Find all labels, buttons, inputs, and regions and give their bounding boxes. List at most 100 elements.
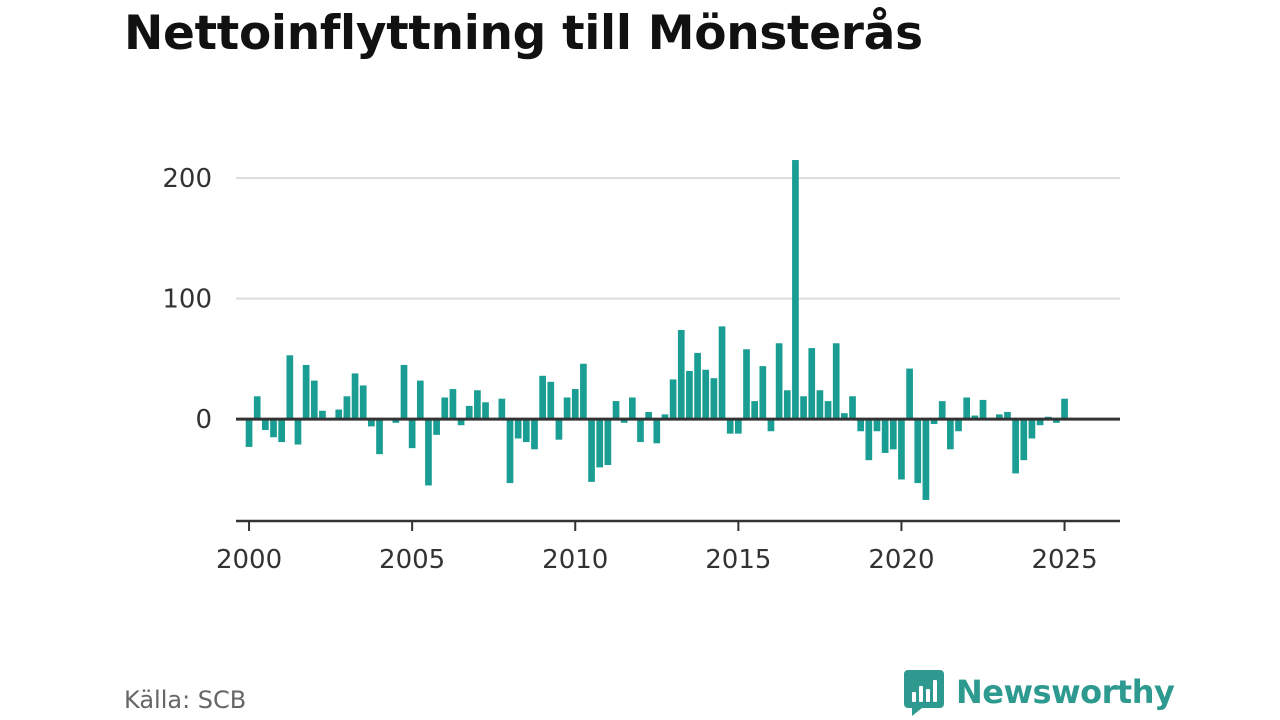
bar <box>457 419 465 426</box>
bar <box>947 419 954 450</box>
bar <box>824 401 832 420</box>
bar <box>979 399 987 420</box>
bar-series <box>245 160 1068 500</box>
bar <box>588 419 595 482</box>
bar <box>1053 419 1060 423</box>
bar <box>637 419 644 443</box>
bar <box>759 366 767 420</box>
bar <box>710 378 718 420</box>
bar <box>628 397 636 420</box>
bar <box>522 419 530 443</box>
bar <box>995 414 1003 420</box>
bar <box>433 419 440 435</box>
bar <box>800 396 807 420</box>
bar <box>653 419 661 444</box>
bar <box>743 349 750 420</box>
bar <box>857 419 865 432</box>
bar <box>938 401 946 420</box>
bar <box>555 419 563 440</box>
bar <box>1004 411 1011 420</box>
bar <box>514 419 522 439</box>
bar <box>286 355 294 420</box>
bar <box>694 352 701 420</box>
bar <box>816 390 824 420</box>
y-tick-label: 200 <box>162 164 212 194</box>
bar <box>596 419 604 468</box>
bar <box>1028 419 1036 439</box>
bar <box>661 414 669 420</box>
chart-title: Nettoinflyttning till Mönsterås <box>124 6 923 61</box>
bar <box>253 396 261 420</box>
brand-name: Newsworthy <box>956 673 1175 711</box>
bar <box>359 385 367 420</box>
bar <box>865 419 873 461</box>
bar <box>677 329 685 420</box>
bar <box>474 390 481 420</box>
bar <box>310 380 318 420</box>
x-tick-label: 2010 <box>542 545 608 575</box>
x-tick-label: 2015 <box>705 545 771 575</box>
axes <box>236 417 1120 523</box>
bar <box>669 379 677 420</box>
bar <box>963 397 971 420</box>
bar <box>930 419 938 425</box>
bar <box>482 402 489 420</box>
bar <box>1061 398 1068 420</box>
bar <box>686 370 693 420</box>
bar <box>751 401 758 420</box>
bar <box>547 381 555 420</box>
bar <box>873 419 881 432</box>
x-tick-label: 2000 <box>216 545 282 575</box>
bar <box>881 419 889 453</box>
bar <box>898 419 905 480</box>
brand-logo[interactable]: Newsworthy <box>902 668 1175 716</box>
bar <box>294 419 302 445</box>
y-tick-label: 100 <box>162 285 212 315</box>
bar <box>498 398 506 420</box>
bar <box>441 397 449 420</box>
x-tick-label: 2025 <box>1031 545 1097 575</box>
bar <box>922 419 930 500</box>
bar <box>792 160 799 420</box>
bar <box>775 343 783 420</box>
x-tick-label: 2020 <box>868 545 934 575</box>
bar <box>914 419 922 484</box>
bar <box>262 419 269 431</box>
bar <box>319 410 326 420</box>
bar <box>416 380 424 420</box>
bar <box>531 419 538 450</box>
bar <box>620 419 628 423</box>
bar <box>832 343 840 420</box>
bar <box>645 411 652 420</box>
bar <box>849 396 856 420</box>
bar <box>612 401 620 420</box>
grid-lines <box>236 177 1120 300</box>
bar <box>718 326 726 420</box>
bar <box>408 419 416 449</box>
bar <box>1036 419 1044 426</box>
bar <box>767 419 775 432</box>
bar <box>278 419 286 443</box>
bar <box>270 419 277 438</box>
bar <box>971 415 979 420</box>
bar <box>735 419 742 434</box>
bar <box>245 419 253 447</box>
bar <box>702 369 710 420</box>
bar <box>955 419 962 432</box>
bar <box>368 419 375 427</box>
x-tick-label: 2005 <box>379 545 445 575</box>
bar <box>449 389 457 420</box>
newsworthy-bar-chart-bubble-icon <box>904 670 944 716</box>
bar <box>889 419 897 450</box>
y-tick-label: 0 <box>195 405 212 435</box>
bar <box>465 405 473 420</box>
bar <box>580 363 587 420</box>
bar <box>783 390 791 420</box>
bar <box>571 389 579 420</box>
bar <box>808 348 816 420</box>
bar <box>335 409 343 420</box>
bar <box>400 364 408 420</box>
bar <box>841 413 848 420</box>
bar <box>1020 419 1028 461</box>
